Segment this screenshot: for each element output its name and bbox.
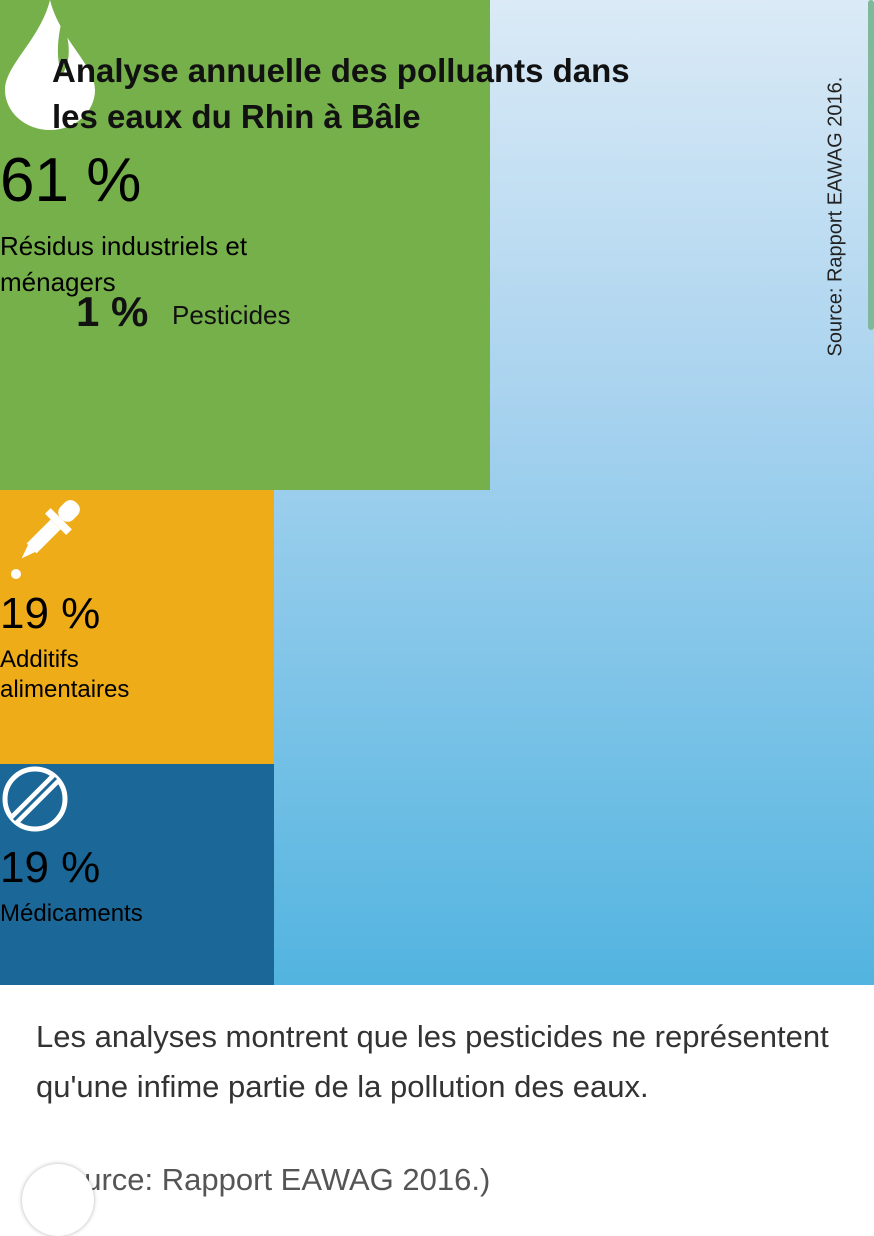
value-label: 1 % bbox=[76, 288, 149, 335]
icon bbox=[2, 766, 68, 832]
bubble: 19 % Additifs alimentaires bbox=[0, 490, 274, 765]
value-label val: 19 % bbox=[0, 589, 101, 639]
bubble: 19 % Médicaments bbox=[0, 764, 274, 985]
bubble: 61 % Résidus industriels et ménagers bbox=[0, 0, 491, 491]
category-label: Médicaments bbox=[0, 900, 143, 928]
loading-overlay bbox=[22, 1164, 94, 1236]
category-label: Résidus industriels et ménagers bbox=[0, 231, 248, 297]
chart-title: Analyse annuelle des polluants dans les … bbox=[52, 52, 630, 135]
scrollbar bbox=[868, 0, 874, 330]
source-note: Source: Rapport EAWAG 2016. bbox=[824, 76, 847, 357]
caption: Les analyses montrent que les pesticides… bbox=[36, 1019, 829, 1104]
icon bbox=[11, 500, 80, 580]
icon bbox=[5, 0, 95, 130]
infographic: Analyse annuelle des polluants dans les … bbox=[0, 0, 874, 985]
value-label val: 61 % bbox=[0, 146, 142, 215]
category-label: Pesticides bbox=[172, 300, 291, 330]
category-label: Additifs alimentaires bbox=[0, 646, 130, 704]
caption-source: (Source: Rapport EAWAG 2016.) bbox=[36, 1162, 491, 1197]
page: Analyse annuelle des polluants dans les … bbox=[0, 0, 874, 1197]
value-label val: 19 % bbox=[0, 843, 101, 893]
